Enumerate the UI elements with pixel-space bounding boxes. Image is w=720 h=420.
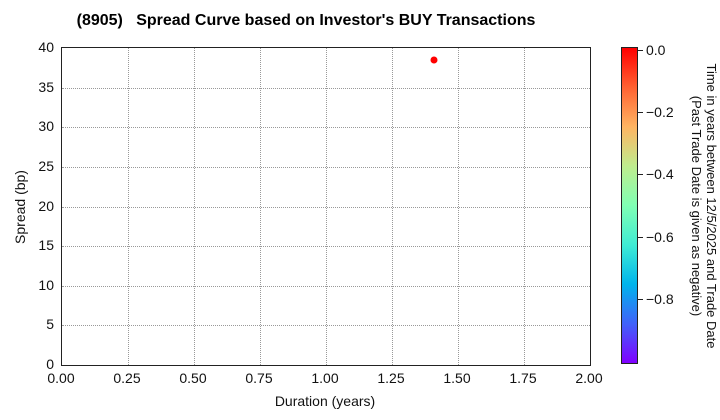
y-tick-label-40: 40 <box>38 39 54 55</box>
x-tick-label-0.75: 0.75 <box>245 370 273 386</box>
gridline-y-10 <box>62 285 590 287</box>
colorbar-tick-mark-−0.8 <box>638 298 643 300</box>
gridline-y-15 <box>62 246 590 248</box>
colorbar-tick-label-−0.4: −0.4 <box>646 166 674 183</box>
x-tick-label-1.75: 1.75 <box>509 370 537 386</box>
colorbar-tick-label-−0.2: −0.2 <box>646 104 674 121</box>
y-tick-label-0: 0 <box>46 356 54 372</box>
x-tick-label-0.25: 0.25 <box>113 370 141 386</box>
y-tick-label-10: 10 <box>38 276 54 293</box>
colorbar-label: Time in years between 12/5/2025 and Trad… <box>689 64 719 349</box>
y-tick-label-25: 25 <box>38 157 54 174</box>
colorbar-tick-mark-0.0 <box>638 50 643 51</box>
x-tick-label-1.50: 1.50 <box>443 370 471 386</box>
y-tick-label-30: 30 <box>38 118 54 135</box>
y-tick-label-20: 20 <box>38 197 54 214</box>
x-tick-label-0.50: 0.50 <box>179 370 207 386</box>
x-tick-label-1.00: 1.00 <box>311 370 339 386</box>
colorbar-tick-mark-−0.2 <box>638 112 643 114</box>
colorbar-label-line2: (Past Trade Date is given as negative) <box>689 95 704 317</box>
colorbar-tick-label-−0.8: −0.8 <box>646 290 674 307</box>
colorbar-tick-label-−0.6: −0.6 <box>646 228 674 245</box>
colorbar-tick-label-0.0: 0.0 <box>646 42 666 58</box>
y-tick-label-5: 5 <box>46 316 54 333</box>
gridline-y-20 <box>62 206 590 208</box>
gridline-y-25 <box>62 166 590 168</box>
y-tick-label-15: 15 <box>38 237 54 254</box>
y-tick-label-35: 35 <box>38 78 54 95</box>
plot-area <box>61 47 591 366</box>
x-axis-label: Duration (years) <box>274 393 376 409</box>
data-point-0 <box>430 56 438 64</box>
colorbar-label-line1: Time in years between 12/5/2025 and Trad… <box>704 63 719 349</box>
chart-title: (8905) Spread Curve based on Investor's … <box>76 12 536 29</box>
colorbar-tick-mark-−0.6 <box>638 236 643 238</box>
x-tick-label-1.25: 1.25 <box>377 370 405 386</box>
gridline-y-30 <box>62 127 590 129</box>
x-tick-label-2.00: 2.00 <box>575 370 603 386</box>
gridline-y-35 <box>62 87 590 89</box>
gridline-y-5 <box>62 325 590 327</box>
colorbar <box>621 47 638 364</box>
colorbar-tick-mark-−0.4 <box>638 174 643 176</box>
x-tick-label-0.00: 0.00 <box>47 370 75 386</box>
